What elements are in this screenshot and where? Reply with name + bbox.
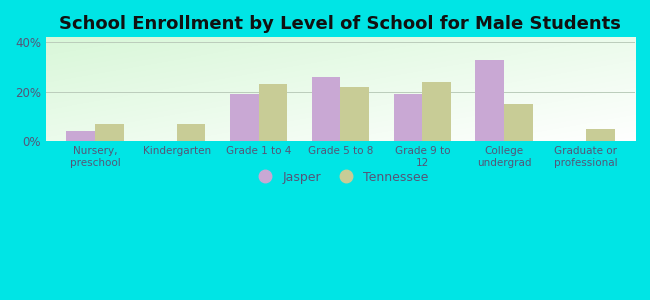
Bar bbox=[475, 60, 504, 141]
Bar bbox=[394, 94, 422, 141]
Bar bbox=[95, 124, 124, 141]
Bar bbox=[312, 77, 341, 141]
Bar bbox=[586, 129, 614, 141]
Bar bbox=[66, 131, 95, 141]
Bar bbox=[504, 104, 533, 141]
Bar bbox=[230, 94, 259, 141]
Legend: Jasper, Tennessee: Jasper, Tennessee bbox=[247, 166, 434, 189]
Bar bbox=[341, 87, 369, 141]
Bar bbox=[177, 124, 205, 141]
Title: School Enrollment by Level of School for Male Students: School Enrollment by Level of School for… bbox=[60, 15, 621, 33]
Bar bbox=[259, 84, 287, 141]
Bar bbox=[422, 82, 451, 141]
